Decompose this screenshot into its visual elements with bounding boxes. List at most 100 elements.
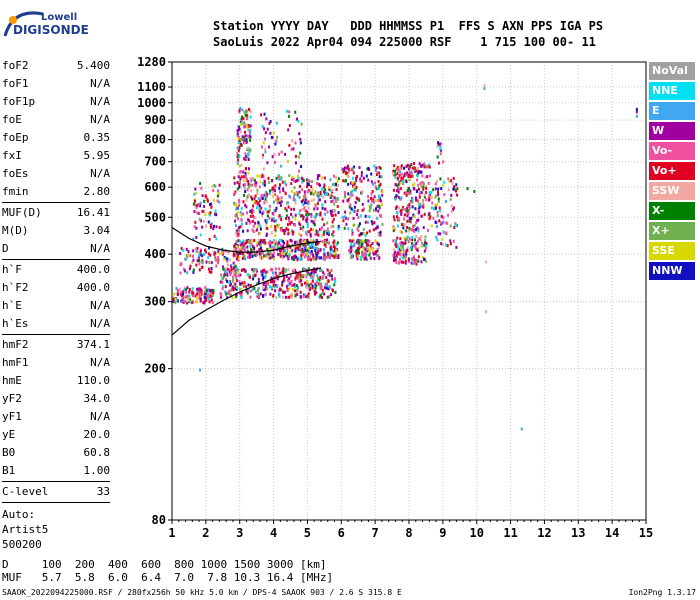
divider [2, 334, 110, 335]
echo-point [223, 255, 226, 259]
echo-point [300, 122, 303, 126]
echo-point [635, 114, 638, 118]
echo-point [288, 143, 291, 147]
echo-point [247, 107, 250, 111]
echo-point [408, 171, 411, 175]
echo-point [223, 257, 226, 261]
echo-point [216, 199, 219, 203]
echo-point [194, 187, 197, 191]
echo-point [174, 297, 177, 301]
echo-point [243, 187, 246, 191]
echo-point [188, 267, 191, 271]
echo-point [396, 243, 399, 247]
echo-point [226, 273, 229, 277]
echo-point [381, 223, 384, 227]
echo-point [263, 268, 266, 272]
echo-point [410, 170, 413, 174]
echo-point [417, 227, 420, 231]
echo-point [283, 252, 286, 256]
echo-point [197, 251, 200, 255]
echo-point [396, 224, 399, 228]
echo-point [402, 207, 405, 211]
echo-point [423, 162, 426, 166]
echo-point [292, 147, 295, 151]
echo-point [321, 270, 324, 274]
echo-point [334, 290, 337, 294]
echo-point [402, 222, 405, 226]
echo-point [321, 217, 324, 221]
echo-point [202, 301, 205, 305]
echo-point [296, 248, 299, 252]
echo-point [405, 164, 408, 168]
echo-point [239, 225, 242, 229]
echo-point [255, 269, 258, 273]
echo-point [435, 235, 438, 239]
echo-point [172, 297, 175, 301]
echo-point [213, 183, 216, 187]
echo-point [400, 252, 403, 256]
echo-point [427, 165, 430, 169]
echo-point [262, 239, 265, 243]
echo-point [396, 184, 399, 188]
echo-point [452, 208, 455, 212]
echo-point [283, 241, 286, 245]
echo-point [442, 160, 445, 164]
echo-point [289, 281, 292, 285]
echo-point [192, 300, 195, 304]
echo-point [406, 210, 409, 214]
echo-point [310, 212, 313, 216]
echo-point [254, 274, 257, 278]
echo-point [257, 288, 260, 292]
echo-point [375, 166, 378, 170]
echo-point [257, 277, 260, 281]
echo-point [318, 248, 321, 252]
echo-point [226, 296, 229, 300]
echo-point [243, 157, 246, 161]
echo-point [184, 300, 187, 304]
echo-point [358, 247, 361, 251]
echo-point [208, 237, 211, 241]
echo-point [196, 246, 199, 250]
param-name: hmF1 [2, 356, 29, 369]
echo-point [328, 271, 331, 275]
echo-point [196, 288, 199, 292]
echo-point [207, 256, 210, 260]
echo-point [198, 218, 201, 222]
echo-point [199, 181, 202, 185]
echo-point [225, 278, 228, 282]
echo-point [236, 129, 239, 133]
echo-point [411, 198, 414, 202]
echo-point [306, 239, 309, 243]
echo-point [180, 247, 183, 251]
echo-point [409, 220, 412, 224]
param-row: foEp 0.35 [2, 129, 110, 147]
echo-point [199, 368, 202, 372]
echo-point [355, 254, 358, 258]
echo-point [185, 288, 188, 292]
echo-point [251, 239, 254, 243]
echo-point [316, 242, 319, 246]
echo-point [282, 240, 285, 244]
echo-point [332, 234, 335, 238]
echo-point [307, 212, 310, 216]
echo-point [397, 195, 400, 199]
echo-point [198, 262, 201, 266]
echo-point [256, 188, 259, 192]
echo-point [379, 182, 382, 186]
echo-point [311, 286, 314, 290]
echo-point [318, 283, 321, 287]
echo-point [412, 255, 415, 259]
echo-point [437, 161, 440, 165]
echo-point [394, 197, 397, 201]
param-value: 110.0 [76, 374, 110, 387]
echo-point [269, 247, 272, 251]
echo-point [418, 162, 421, 166]
echo-point [408, 203, 411, 207]
echo-point [343, 166, 346, 170]
echo-point [411, 245, 414, 249]
logo-text-top: Lowell [41, 12, 78, 23]
echo-point [239, 248, 242, 252]
param-value: 5.95 [83, 149, 111, 162]
echo-point [316, 232, 319, 236]
echo-point [344, 210, 347, 214]
